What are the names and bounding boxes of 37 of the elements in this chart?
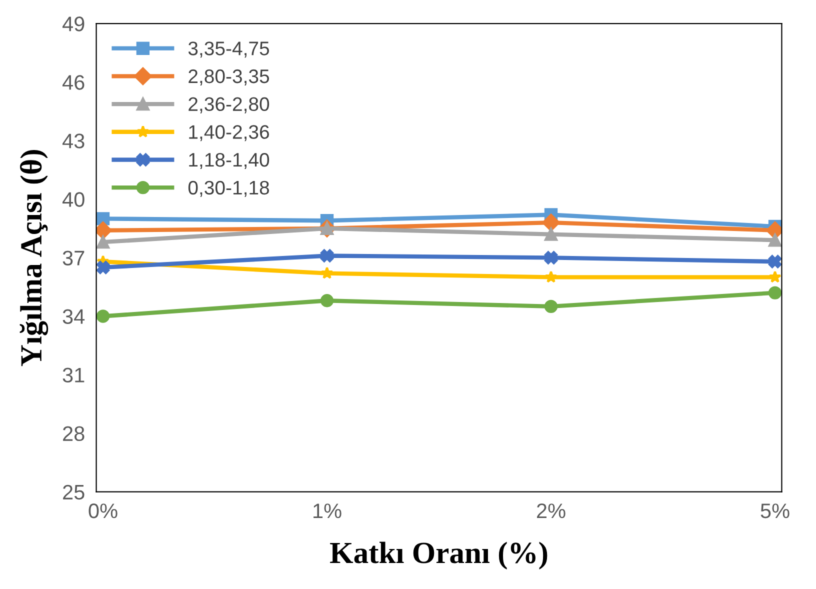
- point: [544, 300, 558, 314]
- legend-label: 1,18-1,40: [189, 152, 270, 170]
- y-axis-title: Yığılma Açısı (θ): [20, 150, 48, 366]
- x-axis-title: Katkı Oranı (%): [330, 542, 548, 570]
- point: [320, 294, 334, 308]
- y-tick-label: 46: [62, 75, 84, 90]
- legend-label: 0,30-1,18: [188, 180, 269, 197]
- y-tick-label: 28: [63, 426, 84, 442]
- point: [542, 214, 560, 232]
- y-tick-label: 37: [62, 250, 84, 266]
- point: [320, 266, 334, 279]
- point: [768, 234, 782, 247]
- y-tick-label: 43: [62, 134, 84, 148]
- point: [320, 249, 334, 262]
- y-tick-label: 40: [62, 192, 84, 207]
- legend-label: 1,40-2,36: [189, 125, 269, 142]
- point: [544, 228, 558, 241]
- legend-label: 2,36-2,80: [188, 97, 270, 114]
- y-tick-label: 34: [62, 309, 85, 324]
- y-tick-label: 49: [62, 16, 84, 32]
- y-tick-label: 31: [62, 368, 84, 383]
- point: [544, 251, 558, 264]
- point: [544, 270, 558, 283]
- x-tick-label: 1%: [314, 504, 342, 518]
- x-tick-label: 5%: [760, 504, 790, 518]
- point: [96, 310, 110, 323]
- legend-label: 3,35-4,75: [188, 42, 270, 58]
- x-tick-label: 0%: [88, 503, 118, 518]
- point: [768, 270, 782, 283]
- point: [96, 235, 110, 249]
- point: [768, 254, 782, 268]
- x-tick-label: 2%: [537, 503, 566, 518]
- point: [768, 286, 782, 300]
- point: [96, 260, 110, 274]
- point: [96, 221, 112, 240]
- legend-label: 2,80-3,35: [188, 69, 270, 86]
- y-tick-label: 25: [63, 484, 84, 500]
